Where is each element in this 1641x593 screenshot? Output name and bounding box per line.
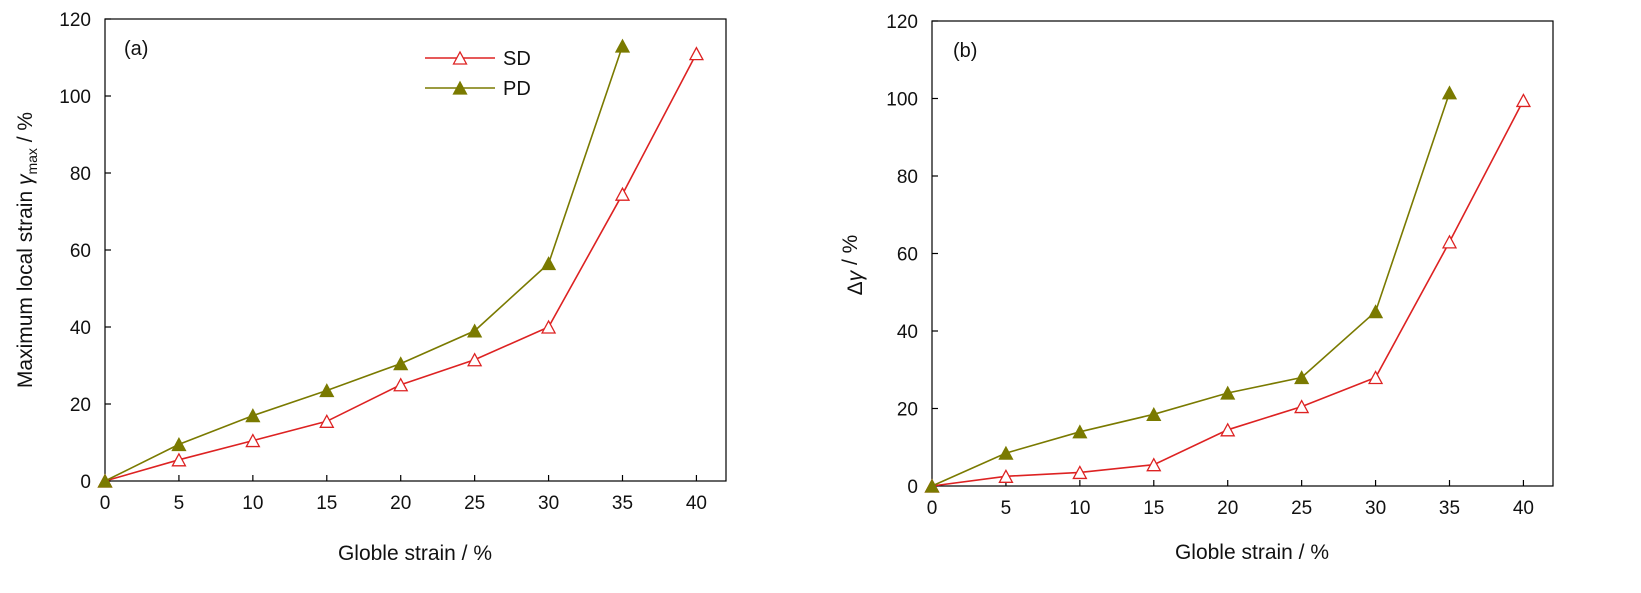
data-point-pd (998, 445, 1014, 460)
legend-marker-pd (452, 80, 468, 95)
x-tick-label: 0 (100, 493, 111, 514)
data-point-sd (1220, 422, 1236, 437)
data-point-sd (245, 433, 261, 448)
x-tick-label: 35 (1439, 498, 1460, 519)
y-tick-label: 20 (897, 400, 918, 421)
data-point-pd (924, 478, 940, 493)
data-point-pd (97, 473, 113, 488)
data-point-sd (1515, 93, 1532, 108)
data-point-pd (1146, 406, 1162, 421)
data-point-pd (1072, 424, 1088, 439)
series-line-pd (104, 45, 624, 482)
y-axis-title-a: Maximum local strain γmax / % (14, 112, 40, 388)
x-tick-label: 40 (686, 493, 707, 514)
x-tick-label: 15 (316, 493, 337, 514)
y-tick-label: 40 (897, 322, 918, 343)
y-tick-label: 80 (70, 164, 91, 185)
plot-frame-a (104, 18, 727, 482)
data-point-pd (467, 323, 483, 338)
y-tick-label: 0 (907, 477, 918, 498)
data-point-pd (393, 356, 409, 371)
data-point-pd (1294, 370, 1310, 385)
x-tick-label: 5 (1001, 498, 1012, 519)
x-axis-title-a: Globle strain / % (338, 542, 492, 565)
data-point-pd (319, 383, 335, 398)
x-tick-label: 25 (464, 493, 485, 514)
data-point-sd (319, 413, 335, 428)
data-point-sd (1441, 234, 1458, 249)
series-line-pd (931, 92, 1451, 487)
data-point-pd (614, 38, 631, 53)
data-point-sd (1367, 370, 1384, 385)
data-point-pd (1220, 385, 1236, 400)
x-tick-label: 10 (242, 493, 263, 514)
x-tick-label: 20 (1217, 498, 1238, 519)
legend: SD PD (425, 48, 531, 100)
y-tick-label: 100 (886, 90, 918, 111)
y-tick-label: 120 (59, 10, 91, 31)
plot-frame-b (931, 20, 1554, 487)
y-tick-label: 0 (80, 472, 91, 493)
x-tick-label: 0 (927, 498, 938, 519)
x-tick-label: 20 (390, 493, 411, 514)
data-point-pd (1441, 85, 1458, 100)
y-tick-label: 40 (70, 318, 91, 339)
data-point-sd (614, 186, 631, 201)
data-point-pd (171, 437, 187, 452)
data-point-pd (1367, 304, 1384, 319)
data-point-sd (1146, 457, 1162, 472)
x-tick-label: 40 (1513, 498, 1534, 519)
x-axis-title-b: Globle strain / % (1175, 541, 1329, 564)
data-point-sd (998, 468, 1014, 483)
data-point-pd (245, 408, 261, 423)
panel-label-a: (a) (124, 38, 148, 60)
y-tick-label: 60 (897, 245, 918, 266)
x-tick-label: 10 (1069, 498, 1090, 519)
legend-label-pd: PD (503, 78, 531, 100)
data-point-sd (1072, 465, 1088, 480)
y-axis-title-b: Δγ / % (839, 235, 867, 296)
legend-marker-sd (452, 50, 468, 65)
y-tick-label: 60 (70, 241, 91, 262)
series-line-sd (104, 53, 698, 482)
data-point-sd (393, 377, 409, 392)
data-point-pd (540, 256, 557, 271)
data-point-sd (467, 352, 483, 367)
panel-a: (a) Globle strain / % Maximum local stra… (14, 10, 727, 565)
x-tick-label: 30 (538, 493, 559, 514)
x-tick-label: 25 (1291, 498, 1312, 519)
data-point-sd (171, 452, 187, 467)
x-tick-label: 35 (612, 493, 633, 514)
data-point-sd (688, 46, 705, 61)
y-tick-label: 120 (886, 12, 918, 33)
data-point-sd (1294, 399, 1310, 414)
y-tick-label: 20 (70, 395, 91, 416)
y-tick-label: 100 (59, 87, 91, 108)
x-tick-label: 30 (1365, 498, 1386, 519)
legend-label-sd: SD (503, 48, 531, 70)
panel-b: (b) Globle strain / % Δγ / % 0 5 10 15 20 25 3… (839, 12, 1554, 564)
x-tick-label: 5 (174, 493, 185, 514)
x-tick-label: 15 (1143, 498, 1164, 519)
panel-label-b: (b) (953, 40, 977, 62)
y-tick-label: 80 (897, 167, 918, 188)
data-point-sd (540, 319, 557, 334)
